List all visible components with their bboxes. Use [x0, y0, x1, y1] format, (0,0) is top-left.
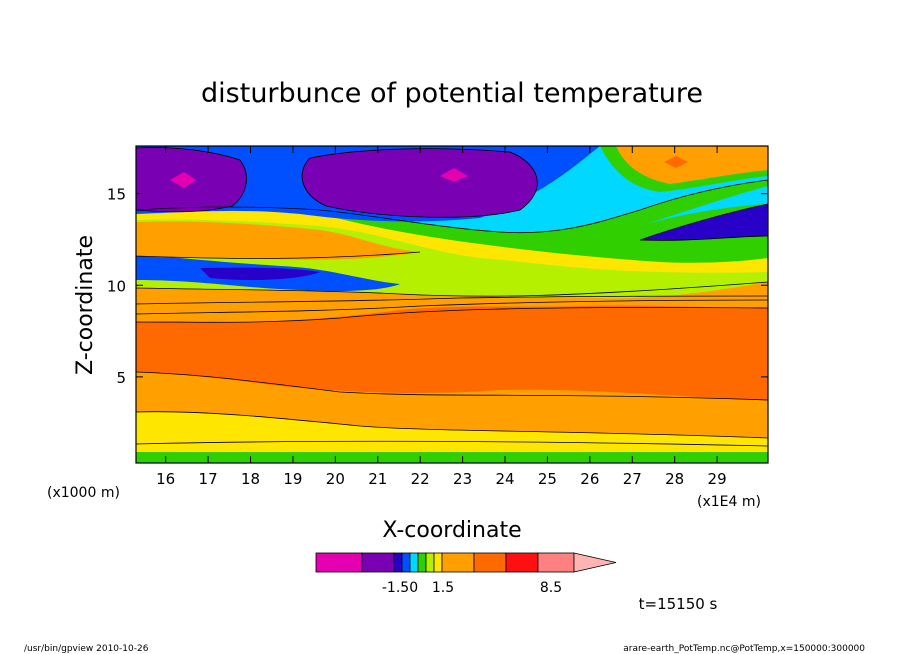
y-tick-label: 10	[107, 277, 126, 295]
colorbar-swatch	[433, 552, 443, 573]
x-unit-left: (x1000 m)	[47, 485, 120, 501]
x-tick-label: 22	[411, 470, 430, 488]
x-tick-label: 21	[368, 470, 387, 488]
field-navy-jet	[200, 267, 320, 280]
field-magenta-right	[440, 168, 468, 182]
x-tick-label: 23	[453, 470, 472, 488]
x-tick-label: 27	[623, 470, 642, 488]
field-hotspot-right	[664, 156, 688, 168]
field-purple-cell-right	[302, 148, 538, 218]
y-axis: 5 10 15	[107, 186, 768, 387]
colorbar-swatch	[425, 552, 435, 573]
footer-right: arare-earth_PotTemp.nc@PotTemp,x=150000:…	[623, 644, 865, 654]
y-axis-title: Z-coordinate	[73, 235, 98, 375]
x-tick-label: 24	[495, 470, 514, 488]
colorbar-swatch	[441, 552, 475, 573]
field-orange-mid	[136, 221, 420, 260]
y-tick-label: 15	[107, 186, 126, 204]
colorbar	[315, 552, 617, 573]
colorbar-label-neg: -1.50	[382, 580, 418, 596]
time-label: t=15150 s	[639, 595, 718, 613]
chart-title: disturbunce of potential temperature	[201, 78, 703, 109]
colorbar-swatch	[409, 552, 419, 573]
x-tick-label: 17	[199, 470, 218, 488]
field-cyan-right	[640, 186, 768, 226]
colorbar-label-mid: 1.5	[432, 580, 454, 596]
field-orange-right-top	[616, 146, 768, 184]
x-tick-label: 18	[241, 470, 260, 488]
x-tick-label: 26	[580, 470, 599, 488]
x-tick-label: 20	[326, 470, 345, 488]
colorbar-swatch	[393, 552, 403, 573]
x-axis-title: X-coordinate	[382, 518, 521, 543]
field-navy-right	[640, 204, 768, 241]
colorbar-swatch	[417, 552, 427, 573]
field-magenta-left	[170, 172, 196, 188]
y-tick-label: 5	[116, 369, 126, 387]
x-axis: 16 17 18 19 20 21 22 23 24 25 26 27 28 29	[156, 146, 727, 488]
contour-field	[136, 146, 768, 463]
x-tick-label: 19	[283, 470, 302, 488]
field-green-bottom	[136, 452, 768, 463]
colorbar-swatch	[473, 552, 507, 573]
colorbar-swatch	[401, 552, 411, 573]
colorbar-swatch	[505, 552, 539, 573]
colorbar-label-pos: 8.5	[540, 580, 562, 596]
plot-frame	[135, 145, 769, 464]
colorbar-swatch	[361, 552, 395, 573]
field-yellow-lower	[136, 411, 768, 463]
x-tick-label: 25	[538, 470, 557, 488]
x-unit-right: (x1E4 m)	[697, 494, 761, 510]
colorbar-arrow	[573, 552, 617, 573]
colorbar-swatch	[537, 552, 575, 573]
x-tick-label: 28	[665, 470, 684, 488]
footer-left: /usr/bin/gpview 2010-10-26	[24, 644, 149, 654]
x-tick-label: 29	[708, 470, 727, 488]
x-tick-label: 16	[156, 470, 175, 488]
colorbar-swatch	[315, 552, 363, 573]
